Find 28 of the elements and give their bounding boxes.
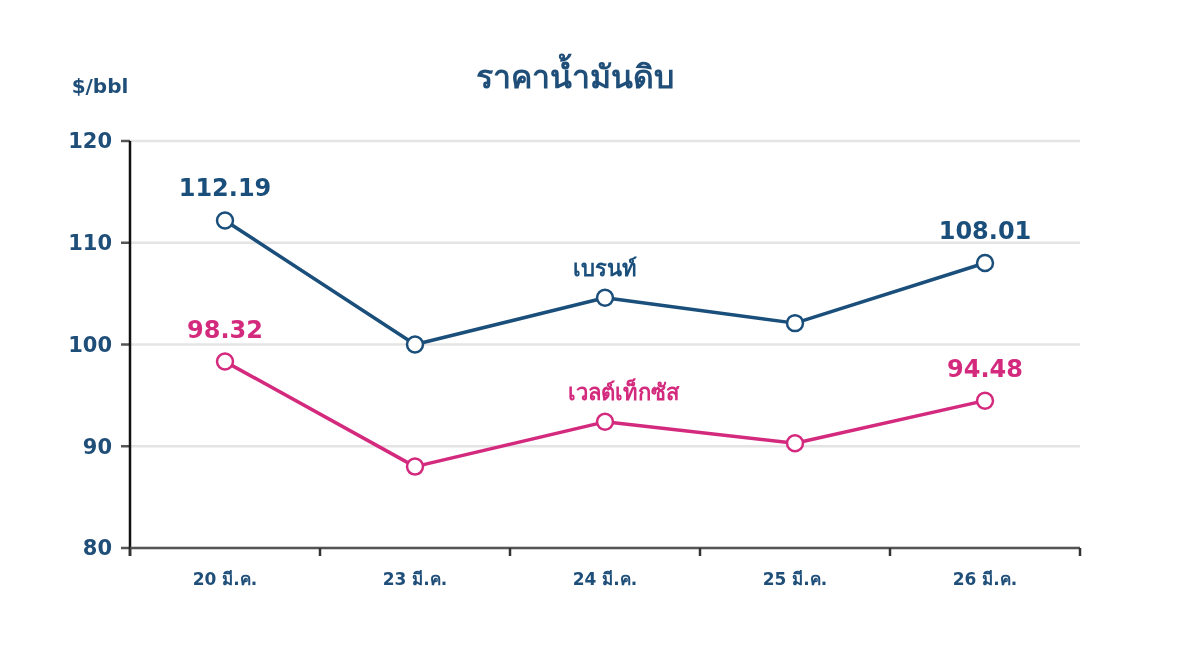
point: [975, 391, 995, 410]
data-label: 108.01: [938, 217, 1032, 245]
series-label: เวลต์เท็กซัส: [567, 377, 680, 405]
x-tick-label: 23 มี.ค.: [382, 569, 448, 589]
y-tick-label: 90: [82, 434, 112, 459]
data-label: 94.48: [947, 354, 1023, 383]
point: [785, 313, 805, 333]
series-label: เบรนท์: [573, 255, 637, 281]
y-axis-title: $/bbl: [71, 74, 129, 98]
y-tick-label: 120: [68, 129, 112, 154]
point: [405, 335, 425, 354]
y-tick-label: 80: [82, 536, 112, 561]
x-tick-label: 24 มี.ค.: [572, 569, 638, 589]
point: [785, 433, 805, 453]
x-tick-label: 26 มี.ค.: [952, 569, 1018, 589]
x-tick-label: 25 มี.ค.: [762, 569, 828, 589]
point: [595, 412, 615, 432]
point: [975, 253, 995, 273]
y-tick-label: 110: [68, 231, 112, 256]
point: [215, 352, 235, 371]
x-tick-label: 20 มี.ค.: [192, 569, 258, 589]
point: [405, 457, 425, 476]
data-label: 98.32: [187, 315, 263, 344]
chart-title: ราคาน้ำมันดิบ: [476, 53, 674, 96]
point: [215, 211, 235, 230]
data-label: 112.19: [178, 174, 272, 203]
y-tick-label: 100: [68, 332, 112, 357]
point: [595, 288, 615, 307]
